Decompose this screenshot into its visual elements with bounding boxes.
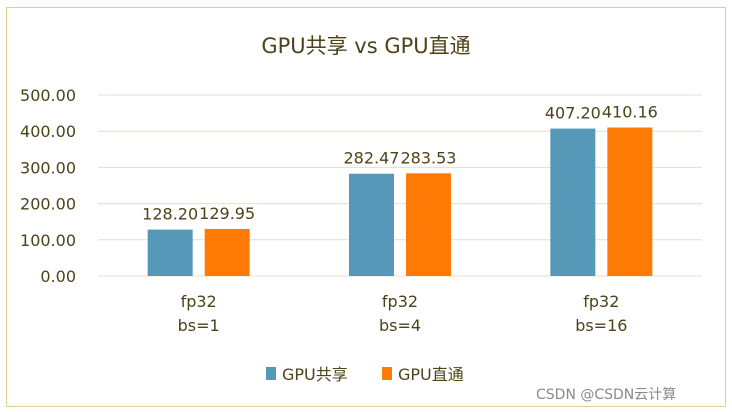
data-labels: 128.20 129.95 282.47 283.53 407.20 410.16 xyxy=(142,103,658,224)
legend-swatch xyxy=(382,367,392,380)
legend-swatch xyxy=(266,367,276,380)
data-label: 407.20 xyxy=(545,104,601,123)
legend: GPU共享 GPU直通 xyxy=(266,365,464,384)
watermark: CSDN @CSDN云计算 xyxy=(536,387,677,403)
data-label: 129.95 xyxy=(199,204,255,223)
y-tick-label: 200.00 xyxy=(20,195,76,214)
data-label: 410.16 xyxy=(602,103,658,122)
data-label: 283.53 xyxy=(401,148,457,167)
y-tick-label: 300.00 xyxy=(20,158,76,177)
bar-shared xyxy=(147,229,193,276)
bar-passthrough xyxy=(607,127,653,276)
y-tick-label: 0.00 xyxy=(40,267,76,286)
legend-label: GPU共享 xyxy=(282,365,348,384)
y-tick-label: 100.00 xyxy=(20,231,76,250)
y-tick-label: 400.00 xyxy=(20,122,76,141)
x-tick-label: bs=1 xyxy=(178,316,220,335)
y-tick-label: 500.00 xyxy=(20,86,76,105)
x-tick-label: fp32 xyxy=(181,292,217,311)
bar-passthrough xyxy=(204,228,250,276)
x-tick-label: bs=4 xyxy=(379,316,421,335)
bar-passthrough xyxy=(406,173,451,276)
bars xyxy=(147,127,653,276)
x-tick-label: fp32 xyxy=(382,292,418,311)
x-tick-label: fp32 xyxy=(583,292,619,311)
x-axis: fp32 bs=1 fp32 bs=4 fp32 bs=16 xyxy=(178,292,628,335)
data-label: 128.20 xyxy=(142,205,198,224)
bar-shared xyxy=(550,128,596,276)
x-tick-label: bs=16 xyxy=(575,316,627,335)
bar-shared xyxy=(349,173,394,276)
legend-label: GPU直通 xyxy=(398,365,464,384)
gridlines xyxy=(98,94,702,277)
data-label: 282.47 xyxy=(344,149,400,168)
y-axis: 0.00 100.00 200.00 300.00 400.00 500.00 xyxy=(20,86,76,286)
chart-title: GPU共享 vs GPU直通 xyxy=(261,34,470,58)
